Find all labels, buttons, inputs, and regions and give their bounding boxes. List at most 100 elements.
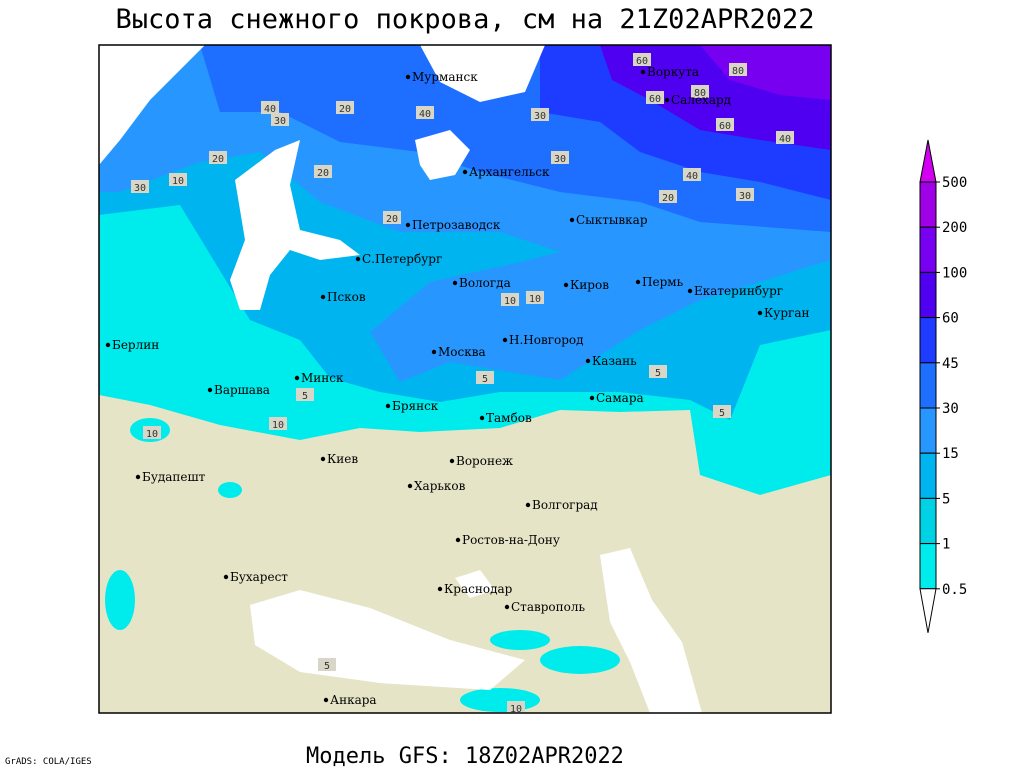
city-label: Анкара <box>330 693 377 707</box>
colorbar-label: 100 <box>942 265 967 281</box>
contour-label-bg <box>131 180 149 193</box>
colorbar-cap <box>919 588 937 633</box>
contour-label-bg <box>296 388 314 401</box>
colorbar-swatch <box>919 271 937 319</box>
contour-label-bg <box>209 151 227 164</box>
city-label: Киев <box>327 452 358 466</box>
city-dot <box>431 349 437 355</box>
city-dot <box>504 604 510 610</box>
colorbar-cap <box>919 139 937 183</box>
city-label: Будапешт <box>142 470 206 484</box>
contour-label: 5 <box>324 661 330 672</box>
sea <box>415 130 470 180</box>
contour-label-bg <box>507 701 525 713</box>
colorbar-label: 15 <box>942 446 959 462</box>
title: Высота снежного покрова, см на 21Z02APR2… <box>116 4 815 35</box>
city-dot <box>105 342 111 348</box>
contour-label-bg <box>318 658 336 671</box>
snow-patch <box>460 688 540 712</box>
contour-label-bg <box>314 165 332 178</box>
contour-label-bg <box>716 118 734 131</box>
city-dot <box>640 69 646 75</box>
contour-label: 5 <box>302 391 308 402</box>
city-dot <box>502 337 508 343</box>
city-label: Ставрополь <box>511 600 585 614</box>
city-label: Воркута <box>647 65 699 79</box>
city-label: Архангельск <box>469 165 550 179</box>
city-dot <box>405 222 411 228</box>
city-label: Берлин <box>112 338 159 352</box>
colorbar: 500 200 100 60 45 30 15 5 1 0.5 <box>919 139 967 633</box>
city-label: Бухарест <box>230 570 288 584</box>
contour-label: 30 <box>274 116 286 127</box>
contour-label-bg <box>169 173 187 186</box>
city-dot <box>320 456 326 462</box>
colorbar-label: 45 <box>942 356 959 372</box>
city-dot <box>207 387 213 393</box>
city-dot <box>407 483 413 489</box>
snow-patch <box>218 482 242 498</box>
colorbar-label: 1 <box>942 537 950 553</box>
city-dot <box>589 395 595 401</box>
contour-label-bg <box>713 405 731 418</box>
sea <box>455 570 495 598</box>
colorbar-swatch <box>919 362 937 409</box>
city-dot <box>452 280 458 286</box>
city-dot <box>563 282 569 288</box>
contour-label-bg <box>646 91 664 104</box>
city-label: Мурманск <box>412 70 478 84</box>
sea <box>99 45 205 165</box>
colorbar-label: 30 <box>942 401 959 417</box>
contour-label-bg <box>691 85 709 98</box>
city-label: Краснодар <box>444 582 513 596</box>
contour-label: 5 <box>482 374 488 385</box>
contour-label: 10 <box>272 420 284 431</box>
city-label: Сыктывкар <box>576 213 648 227</box>
city-dot <box>757 310 763 316</box>
city-dot <box>569 217 575 223</box>
city-dot <box>323 697 329 703</box>
city-label: Киров <box>570 278 609 292</box>
city-label: Тамбов <box>486 411 532 425</box>
sea <box>600 548 702 713</box>
city-label: Екатеринбург <box>694 284 783 298</box>
city-dot <box>320 294 326 300</box>
contour-label-bg <box>383 211 401 224</box>
city-label: Вологда <box>459 276 511 290</box>
contour-label-bg <box>729 63 747 76</box>
city-dot <box>135 474 141 480</box>
contour-label: 10 <box>146 429 158 440</box>
city-dot <box>449 458 455 464</box>
contour-label-bg <box>531 108 549 121</box>
snow-patch <box>540 646 620 674</box>
city-label: Петрозаводск <box>412 218 501 232</box>
colorbar-label: 60 <box>942 311 959 327</box>
city-dot <box>635 279 641 285</box>
snow-zone <box>700 45 831 100</box>
contour-label: 60 <box>719 121 731 132</box>
city-dot <box>479 415 485 421</box>
colorbar-label: 200 <box>942 220 967 236</box>
contour-label-bg <box>271 113 289 126</box>
city-label: Ростов-на-Дону <box>462 533 560 547</box>
city-label: Минск <box>301 371 344 385</box>
contour-label: 10 <box>172 176 184 187</box>
contour-label: 80 <box>732 66 744 77</box>
city-dot <box>687 288 693 294</box>
colorbar-label: 5 <box>942 491 950 507</box>
contour-label-bg <box>683 168 701 181</box>
contour-label: 40 <box>779 134 791 145</box>
city-dot <box>437 586 443 592</box>
city-label: Самара <box>596 391 644 405</box>
contour-label-bg <box>269 417 287 430</box>
contour-label-bg <box>501 293 519 306</box>
colorbar-swatch <box>919 181 937 228</box>
contour-label-bg <box>633 53 651 66</box>
contour-label: 40 <box>419 109 431 120</box>
snow-patch <box>490 630 550 650</box>
contour-label-bg <box>659 190 677 203</box>
contour-label: 30 <box>739 191 751 202</box>
colorbar-swatch <box>919 226 937 273</box>
sea <box>230 140 360 310</box>
